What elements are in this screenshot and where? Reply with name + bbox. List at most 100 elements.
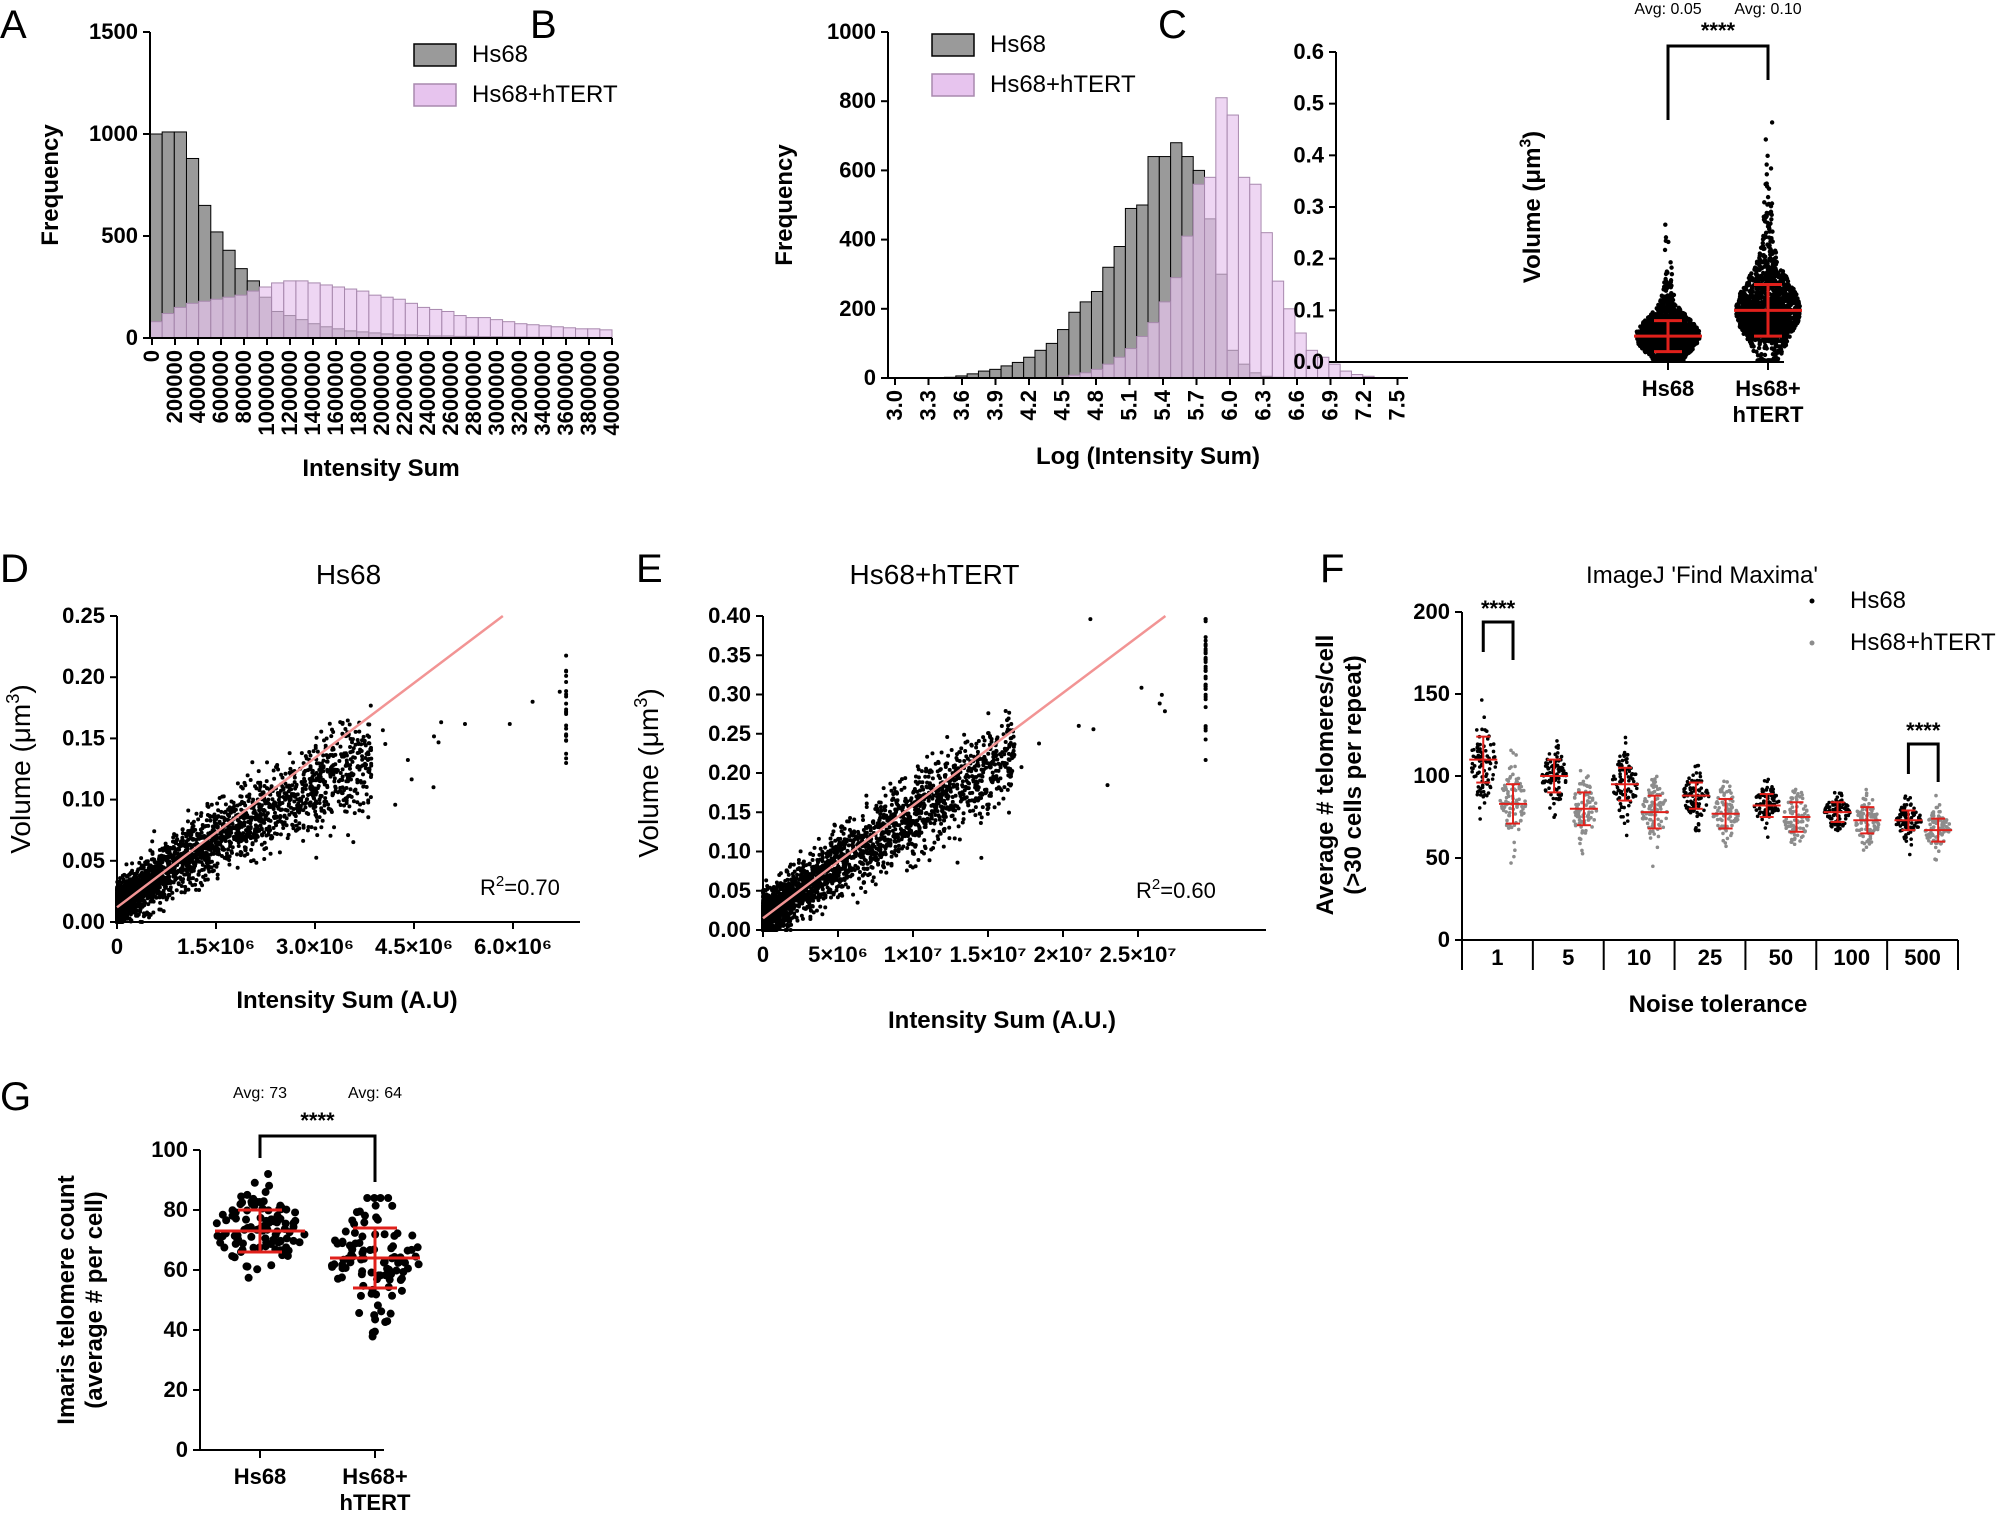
x-tick-label: 3000000 [484, 350, 509, 436]
data-point [1665, 293, 1670, 298]
data-point [1761, 246, 1766, 252]
data-point [303, 754, 308, 759]
histogram-bar-Hs68+hTERT [1147, 322, 1160, 379]
data-point [1668, 279, 1673, 285]
data-point [1782, 344, 1787, 349]
histogram-bar-Hs68+hTERT [1204, 176, 1217, 379]
legend-swatch-Hs68 [413, 43, 457, 67]
x-tick-label: 3.6 [949, 390, 974, 421]
histogram-bar-Hs68+hTERT [1113, 356, 1126, 379]
data-point [301, 794, 306, 799]
histogram-bar-Hs68+hTERT [404, 302, 418, 339]
x-tick-label: 2400000 [415, 350, 440, 436]
data-point [277, 800, 282, 805]
data-point [1688, 323, 1693, 329]
x-tick-label: 4.2 [1016, 390, 1041, 421]
x-tick-label: 7.2 [1351, 390, 1376, 421]
data-point [314, 855, 319, 860]
data-point [405, 758, 410, 763]
data-point [203, 873, 208, 878]
data-point [185, 819, 190, 824]
data-point [163, 841, 168, 846]
data-point [1748, 341, 1754, 347]
x-tick-label: 1800000 [346, 350, 371, 436]
y-tick-label: 200 [839, 296, 876, 321]
avg-label: Avg: 64 [348, 1085, 402, 1102]
data-point [304, 811, 309, 816]
data-point [1687, 330, 1693, 335]
data-point [186, 877, 191, 882]
data-point [136, 867, 141, 872]
data-point [1769, 217, 1774, 222]
data-point [344, 786, 349, 791]
data-point [245, 773, 250, 778]
data-point [397, 1286, 406, 1295]
data-point [276, 1236, 285, 1245]
data-point [287, 770, 292, 775]
data-point [247, 1232, 256, 1241]
histogram-bar-Hs68+hTERT [587, 328, 601, 339]
histogram-bar-Hs68+hTERT [477, 317, 491, 339]
x-tick-label: 3.0×10⁶ [276, 934, 354, 959]
data-point [140, 920, 145, 924]
histogram-bar-Hs68+hTERT [271, 282, 285, 339]
histogram-bar-Hs68+hTERT [198, 300, 212, 339]
data-point [1660, 306, 1666, 312]
y-tick-label: 1000 [89, 121, 138, 146]
data-point [196, 817, 201, 822]
data-point [1786, 284, 1791, 289]
data-point [181, 868, 186, 873]
data-point [1667, 358, 1672, 363]
data-point [1658, 346, 1663, 351]
data-point [265, 760, 270, 765]
data-point [1661, 299, 1667, 304]
x-tick-label: 3600000 [553, 350, 578, 436]
data-point [341, 754, 346, 759]
data-point [338, 802, 343, 807]
histogram-bar-Hs68+hTERT [1215, 97, 1228, 379]
data-point [139, 856, 144, 861]
data-point [229, 849, 234, 854]
data-point [295, 809, 300, 814]
data-point [1647, 329, 1653, 335]
data-point [1785, 303, 1790, 308]
data-point [233, 1235, 242, 1244]
data-point [342, 803, 347, 808]
data-point [1773, 269, 1778, 275]
data-point [1788, 315, 1793, 321]
data-point [1658, 314, 1663, 319]
histogram-bar-Hs68+hTERT [173, 306, 187, 339]
data-point [1744, 293, 1750, 299]
data-point [1669, 271, 1675, 277]
data-point [352, 1208, 361, 1217]
data-point [1758, 286, 1763, 291]
data-point [564, 760, 569, 765]
y-tick-label: 100 [151, 1137, 188, 1162]
data-point [220, 1243, 229, 1252]
data-point [357, 729, 362, 734]
data-point [235, 865, 240, 870]
data-point [1761, 254, 1767, 259]
y-tick-label: 0.10 [62, 787, 105, 812]
data-point [1747, 333, 1752, 339]
data-point [230, 1253, 239, 1262]
data-point [327, 1261, 336, 1270]
data-point [257, 813, 262, 818]
data-point [215, 872, 220, 877]
histogram-bar-Hs68 [1045, 342, 1059, 379]
data-point [174, 888, 179, 893]
data-point [245, 794, 250, 799]
data-point [1757, 358, 1763, 363]
data-point [383, 742, 388, 747]
data-point [291, 1208, 300, 1217]
data-point [1637, 343, 1643, 349]
data-point [1786, 328, 1792, 333]
x-tick-label: 5.7 [1184, 390, 1209, 421]
y-axis-label: Volume (μm3) [3, 684, 36, 853]
data-point [206, 804, 211, 809]
data-point [1774, 300, 1780, 306]
data-point [185, 871, 190, 876]
data-point [322, 799, 327, 804]
data-point [1740, 304, 1745, 309]
data-point [393, 802, 398, 807]
